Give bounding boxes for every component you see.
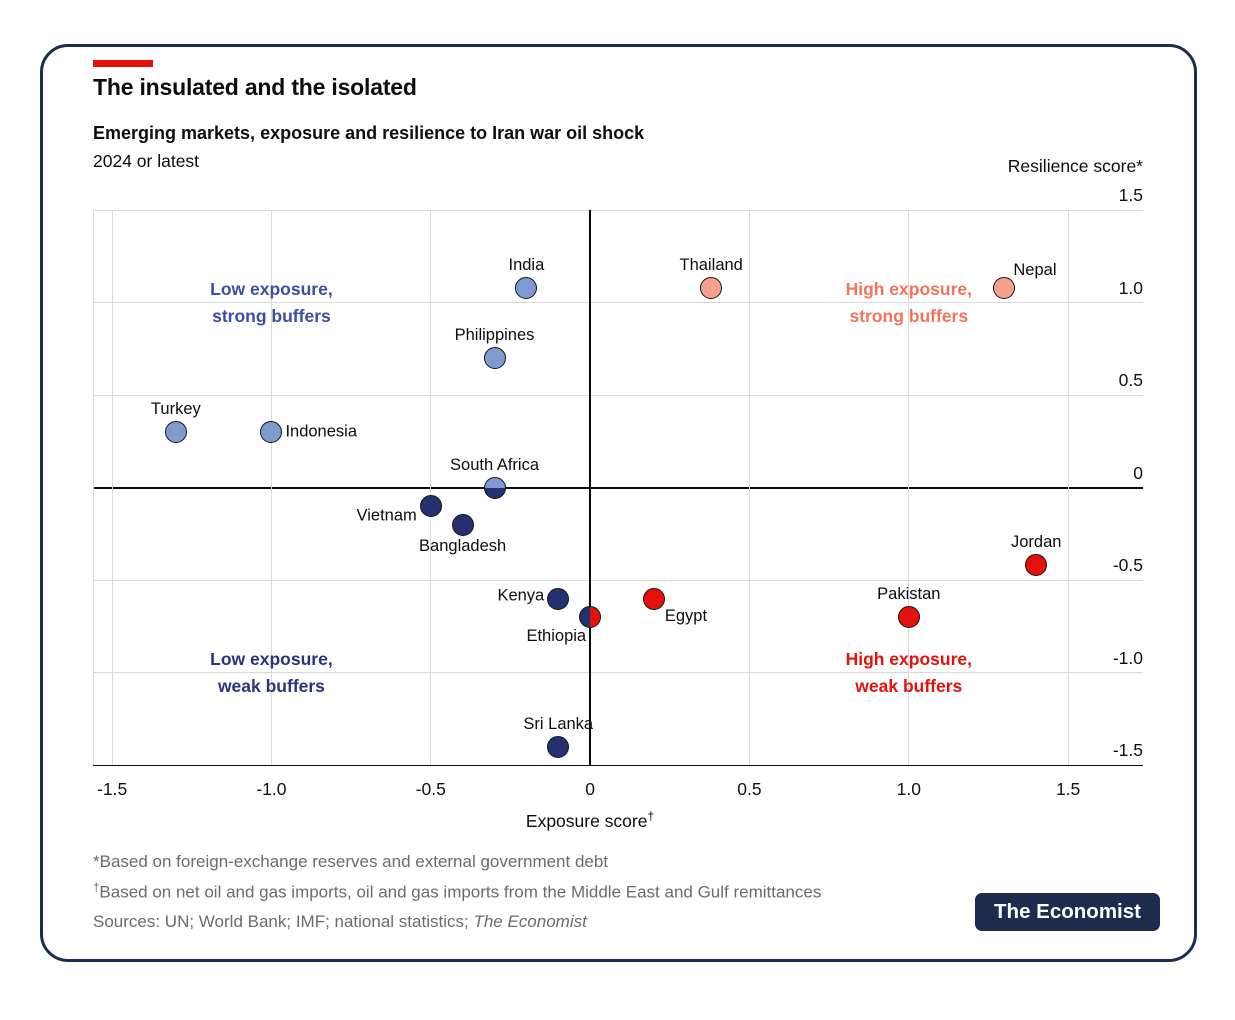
data-point-label-jordan: Jordan xyxy=(1011,533,1062,552)
data-point-label-india: India xyxy=(508,255,545,274)
data-point-label-ethiopia: Ethiopia xyxy=(526,627,587,645)
data-point-nepal xyxy=(993,276,1016,299)
gridline-x--1-5 xyxy=(111,210,113,765)
data-point-label-south-africa: South Africa xyxy=(450,455,540,474)
data-point-south-africa xyxy=(483,476,506,499)
gridline-x-1-0 xyxy=(908,210,910,765)
gridline-x-0-5 xyxy=(748,210,750,765)
gridline-x--0-5 xyxy=(430,210,432,765)
y-tick-label-1-0: 1.0 xyxy=(1118,277,1143,298)
data-point-label-turkey: Turkey xyxy=(150,400,201,418)
y-tick-label--0-5: -0.5 xyxy=(1112,555,1143,575)
gridline-y-1-5 xyxy=(93,209,1143,211)
data-point-turkey xyxy=(164,421,187,443)
gridline-y--0-5 xyxy=(93,579,1143,581)
y-tick-label-0-5: 0.5 xyxy=(1118,370,1143,390)
data-point-egypt xyxy=(642,587,665,610)
data-point-label-vietnam: Vietnam xyxy=(356,506,417,525)
data-point-label-bangladesh: Bangladesh xyxy=(419,536,507,555)
y-tick-label--1-5: -1.5 xyxy=(1112,740,1143,760)
footnote-exposure: †Based on net oil and gas imports, oil a… xyxy=(93,882,821,903)
x-axis-title-text: Exposure score xyxy=(525,810,648,831)
data-point-indonesia xyxy=(260,421,283,443)
x-tick-label-0: 0 xyxy=(585,779,595,799)
sources-text: Sources: UN; World Bank; IMF; national s… xyxy=(93,912,474,931)
data-point-label-egypt: Egypt xyxy=(664,606,708,625)
data-point-label-nepal: Nepal xyxy=(1013,260,1057,279)
y-tick-label-1-5: 1.5 xyxy=(1118,185,1143,205)
x-tick-label--1-0: -1.0 xyxy=(256,779,287,799)
quadrant-label-high-exposure-weak-buffers: High exposure, weak buffers xyxy=(845,648,972,696)
data-point-label-thailand: Thailand xyxy=(679,255,743,274)
data-point-pakistan xyxy=(897,606,920,628)
gridline-y--1-5 xyxy=(93,764,1143,766)
gridline-x-1-5 xyxy=(1067,210,1069,765)
plot-left-border xyxy=(92,210,94,765)
chart-subtitle: Emerging markets, exposure and resilienc… xyxy=(93,123,645,143)
data-point-label-pakistan: Pakistan xyxy=(877,585,941,603)
footnote-resilience: *Based on foreign-exchange reserves and … xyxy=(93,852,609,871)
data-point-label-sri-lanka: Sri Lanka xyxy=(523,714,594,733)
y-tick-label-0: 0 xyxy=(1133,462,1143,483)
x-tick-label--0-5: -0.5 xyxy=(415,779,446,799)
x-tick-label-1-0: 1.0 xyxy=(896,779,921,799)
y-tick-label--1-0: -1.0 xyxy=(1112,647,1143,668)
x-tick-label-0-5: 0.5 xyxy=(737,779,762,799)
x-tick-label--1-5: -1.5 xyxy=(97,779,128,799)
gridline-x-0 xyxy=(589,210,592,765)
chart-card xyxy=(40,44,1197,962)
gridline-y--1-0 xyxy=(93,672,1143,673)
data-point-label-kenya: Kenya xyxy=(497,586,545,604)
red-accent-bar xyxy=(93,60,153,67)
data-point-philippines xyxy=(483,347,506,369)
data-point-vietnam xyxy=(419,495,442,517)
gridline-y-0 xyxy=(93,486,1143,489)
data-point-india xyxy=(515,276,538,299)
sources-economist-italic: The Economist xyxy=(473,912,587,931)
chart-period: 2024 or latest xyxy=(93,151,200,171)
sources-line: Sources: UN; World Bank; IMF; national s… xyxy=(93,912,587,932)
gridline-y-1-0 xyxy=(93,302,1143,303)
data-point-ethiopia xyxy=(579,606,602,628)
gridline-y-0-5 xyxy=(93,394,1143,396)
data-point-kenya xyxy=(547,587,570,610)
data-point-bangladesh xyxy=(451,513,474,536)
gridline-x--1-0 xyxy=(270,210,272,765)
data-point-thailand xyxy=(700,276,723,299)
x-axis-title: Exposure score† xyxy=(440,809,740,832)
economist-logo: The Economist xyxy=(975,893,1160,931)
x-tick-label-1-5: 1.5 xyxy=(1055,779,1081,799)
data-point-sri-lanka xyxy=(547,735,570,758)
quadrant-label-low-exposure-strong-buffers: Low exposure, strong buffers xyxy=(210,278,333,326)
data-point-jordan xyxy=(1025,554,1048,577)
dagger-superscript: † xyxy=(647,809,655,823)
quadrant-label-high-exposure-strong-buffers: High exposure, strong buffers xyxy=(845,278,972,326)
quadrant-label-low-exposure-weak-buffers: Low exposure, weak buffers xyxy=(210,648,333,696)
data-point-label-indonesia: Indonesia xyxy=(285,422,357,441)
footnote-exposure-text: Based on net oil and gas imports, oil an… xyxy=(99,882,822,902)
dagger-superscript: † xyxy=(93,882,100,894)
y-axis-title: Resilience score* xyxy=(1007,156,1143,176)
data-point-label-philippines: Philippines xyxy=(454,326,535,344)
chart-title: The insulated and the isolated xyxy=(93,74,417,100)
